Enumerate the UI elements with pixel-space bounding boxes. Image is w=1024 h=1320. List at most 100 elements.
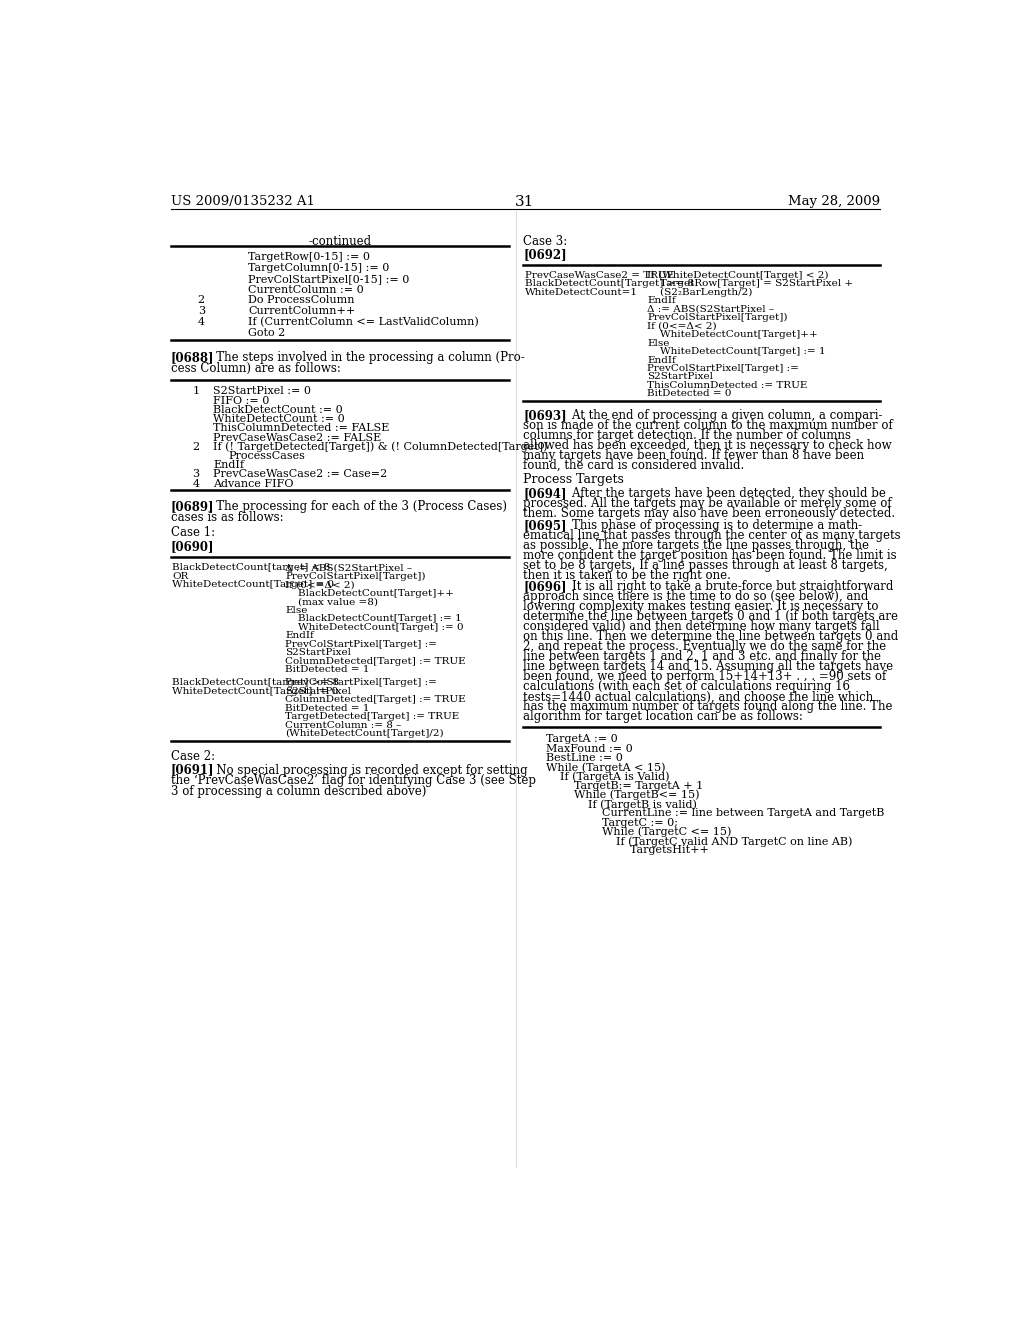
Text: Process Targets: Process Targets <box>523 474 624 486</box>
Text: If (CurrentColumn <= LastValidColumn): If (CurrentColumn <= LastValidColumn) <box>248 317 479 327</box>
Text: (max value =8): (max value =8) <box>286 598 378 606</box>
Text: them. Some targets may also have been erroneously detected.: them. Some targets may also have been er… <box>523 507 895 520</box>
Text: PrevColStartPixel[Target]): PrevColStartPixel[Target]) <box>286 572 426 581</box>
Text: If (0<=Δ< 2): If (0<=Δ< 2) <box>647 322 717 330</box>
Text: TargetC := 0;: TargetC := 0; <box>547 817 679 828</box>
Text: set to be 8 targets. If a line passes through at least 8 targets,: set to be 8 targets. If a line passes th… <box>523 558 888 572</box>
Text: The processing for each of the 3 (Process Cases): The processing for each of the 3 (Proces… <box>205 500 507 513</box>
Text: Goto 2: Goto 2 <box>248 327 286 338</box>
Text: [0693]: [0693] <box>523 409 567 421</box>
Text: PrevCaseWasCase2 := Case=2: PrevCaseWasCase2 := Case=2 <box>213 470 387 479</box>
Text: (WhiteDetectCount[Target]/2): (WhiteDetectCount[Target]/2) <box>286 729 444 738</box>
Text: considered valid) and then determine how many targets fall: considered valid) and then determine how… <box>523 620 880 634</box>
Text: WhiteDetectCount[Target] = 0: WhiteDetectCount[Target] = 0 <box>172 581 334 589</box>
Text: BlackDetectCount[target] >= 8: BlackDetectCount[target] >= 8 <box>172 678 339 688</box>
Text: BitDetected = 1: BitDetected = 1 <box>286 665 370 675</box>
Text: WhiteDetectCount[Target] != 0: WhiteDetectCount[Target] != 0 <box>172 686 338 696</box>
Text: S2StartPixel: S2StartPixel <box>647 372 714 381</box>
Text: found, the card is considered invalid.: found, the card is considered invalid. <box>523 459 744 471</box>
Text: BestLine := 0: BestLine := 0 <box>547 752 624 763</box>
Text: EndIf: EndIf <box>286 631 314 640</box>
Text: No special processing is recorded except for setting: No special processing is recorded except… <box>205 763 527 776</box>
Text: then it is taken to be the right one.: then it is taken to be the right one. <box>523 569 731 582</box>
Text: PrevColStartPixel[Target] :=: PrevColStartPixel[Target] := <box>286 640 437 648</box>
Text: EndIf: EndIf <box>647 355 676 364</box>
Text: If (0<=Δ< 2): If (0<=Δ< 2) <box>286 581 355 589</box>
Text: 31: 31 <box>515 195 535 210</box>
Text: MaxFound := 0: MaxFound := 0 <box>547 743 633 754</box>
Text: many targets have been found. If fewer than 8 have been: many targets have been found. If fewer t… <box>523 449 864 462</box>
Text: 3 of processing a column described above): 3 of processing a column described above… <box>171 785 426 799</box>
Text: 3: 3 <box>198 306 205 317</box>
Text: the ‘PrevCaseWasCase2’ flag for identifying Case 3 (see Step: the ‘PrevCaseWasCase2’ flag for identify… <box>171 775 536 788</box>
Text: BitDetected = 0: BitDetected = 0 <box>647 389 732 399</box>
Text: BlackDetectCount[Target]++: BlackDetectCount[Target]++ <box>286 589 455 598</box>
Text: Case 1:: Case 1: <box>171 527 215 540</box>
Text: It is all right to take a brute-force but straightforward: It is all right to take a brute-force bu… <box>557 581 894 594</box>
Text: 3: 3 <box>193 470 200 479</box>
Text: son is made of the current column to the maximum number of: son is made of the current column to the… <box>523 418 893 432</box>
Text: After the targets have been detected, they should be: After the targets have been detected, th… <box>557 487 886 500</box>
Text: If (TargetA is Valid): If (TargetA is Valid) <box>547 771 670 781</box>
Text: FIFO := 0: FIFO := 0 <box>213 396 269 405</box>
Text: Do ProcessColumn: Do ProcessColumn <box>248 296 354 305</box>
Text: [0689]: [0689] <box>171 500 214 513</box>
Text: TargetColumn[0-15] := 0: TargetColumn[0-15] := 0 <box>248 263 389 273</box>
Text: [0695]: [0695] <box>523 519 566 532</box>
Text: WhiteDetectCount[Target] := 0: WhiteDetectCount[Target] := 0 <box>286 623 464 632</box>
Text: 2: 2 <box>198 296 205 305</box>
Text: PrevColStartPixel[0-15] := 0: PrevColStartPixel[0-15] := 0 <box>248 275 410 284</box>
Text: processed. All the targets may be available or merely some of: processed. All the targets may be availa… <box>523 498 892 511</box>
Text: EndIf: EndIf <box>213 461 245 470</box>
Text: If (! TargetDetected[Target]) & (! ColumnDetected[Target]): If (! TargetDetected[Target]) & (! Colum… <box>213 442 548 453</box>
Text: US 2009/0135232 A1: US 2009/0135232 A1 <box>171 195 314 209</box>
Text: TargetRow[Target] = S2StartPixel +: TargetRow[Target] = S2StartPixel + <box>647 280 853 288</box>
Text: TargetA := 0: TargetA := 0 <box>547 734 618 744</box>
Text: [0688]: [0688] <box>171 351 214 364</box>
Text: WhiteDetectCount[Target] := 1: WhiteDetectCount[Target] := 1 <box>647 347 826 356</box>
Text: cases is as follows:: cases is as follows: <box>171 511 284 524</box>
Text: calculations (with each set of calculations requiring 16: calculations (with each set of calculati… <box>523 681 850 693</box>
Text: [0692]: [0692] <box>523 248 567 261</box>
Text: [0696]: [0696] <box>523 581 566 594</box>
Text: tests=1440 actual calculations), and choose the line which: tests=1440 actual calculations), and cho… <box>523 690 873 704</box>
Text: BlackDetectCount[target] < 8: BlackDetectCount[target] < 8 <box>172 564 331 573</box>
Text: Else: Else <box>286 606 307 615</box>
Text: TargetsHit++: TargetsHit++ <box>547 845 710 855</box>
Text: CurrentColumn := 8 –: CurrentColumn := 8 – <box>286 721 401 730</box>
Text: WhiteDetectCount=1: WhiteDetectCount=1 <box>524 288 638 297</box>
Text: S2StartPixel: S2StartPixel <box>286 686 351 696</box>
Text: If (WhiteDetectCount[Target] < 2): If (WhiteDetectCount[Target] < 2) <box>647 271 828 280</box>
Text: as possible. The more targets the line passes through, the: as possible. The more targets the line p… <box>523 539 869 552</box>
Text: -continued: -continued <box>308 235 371 248</box>
Text: line between targets 1 and 2, 1 and 3 etc. and finally for the: line between targets 1 and 2, 1 and 3 et… <box>523 651 882 664</box>
Text: This phase of processing is to determine a math-: This phase of processing is to determine… <box>557 519 862 532</box>
Text: BlackDetectCount[Target] := 1: BlackDetectCount[Target] := 1 <box>286 614 462 623</box>
Text: Advance FIFO: Advance FIFO <box>213 479 294 488</box>
Text: ematical line that passes through the center of as many targets: ematical line that passes through the ce… <box>523 529 901 541</box>
Text: S2StartPixel: S2StartPixel <box>286 648 351 657</box>
Text: more confident the target position has been found. The limit is: more confident the target position has b… <box>523 549 897 562</box>
Text: While (TargetC <= 15): While (TargetC <= 15) <box>547 826 732 837</box>
Text: 2: 2 <box>193 442 200 451</box>
Text: WhiteDetectCount := 0: WhiteDetectCount := 0 <box>213 414 345 424</box>
Text: [0691]: [0691] <box>171 763 214 776</box>
Text: [0690]: [0690] <box>171 540 214 553</box>
Text: TargetRow[0-15] := 0: TargetRow[0-15] := 0 <box>248 252 370 263</box>
Text: Else: Else <box>647 339 670 347</box>
Text: TargetDetected[Target] := TRUE: TargetDetected[Target] := TRUE <box>286 711 460 721</box>
Text: CurrentLine := line between TargetA and TargetB: CurrentLine := line between TargetA and … <box>547 808 885 818</box>
Text: PrevCaseWasCase2 = TRUE: PrevCaseWasCase2 = TRUE <box>524 271 674 280</box>
Text: ColumnDetected[Target] := TRUE: ColumnDetected[Target] := TRUE <box>286 656 466 665</box>
Text: 2, and repeat the process. Eventually we do the same for the: 2, and repeat the process. Eventually we… <box>523 640 887 653</box>
Text: While (TargetB<= 15): While (TargetB<= 15) <box>547 789 700 800</box>
Text: 1: 1 <box>193 387 200 396</box>
Text: The steps involved in the processing a column (Pro-: The steps involved in the processing a c… <box>205 351 524 364</box>
Text: 4: 4 <box>193 479 200 488</box>
Text: Δ := ABS(S2StartPixel –: Δ := ABS(S2StartPixel – <box>286 564 413 573</box>
Text: cess Column) are as follows:: cess Column) are as follows: <box>171 362 341 375</box>
Text: lowering complexity makes testing easier. It is necessary to: lowering complexity makes testing easier… <box>523 601 879 614</box>
Text: PrevCaseWasCase2 := FALSE: PrevCaseWasCase2 := FALSE <box>213 433 382 442</box>
Text: Case 3:: Case 3: <box>523 235 567 248</box>
Text: EndIf: EndIf <box>647 296 676 305</box>
